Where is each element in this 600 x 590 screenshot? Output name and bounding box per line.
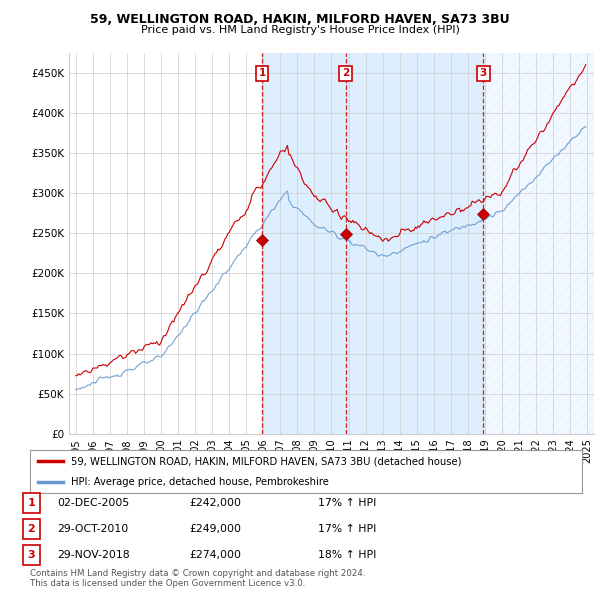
Text: £274,000: £274,000: [189, 550, 241, 560]
Text: £242,000: £242,000: [189, 499, 241, 508]
Text: Contains HM Land Registry data © Crown copyright and database right 2024.
This d: Contains HM Land Registry data © Crown c…: [30, 569, 365, 588]
Text: Price paid vs. HM Land Registry's House Price Index (HPI): Price paid vs. HM Land Registry's House …: [140, 25, 460, 35]
Text: £249,000: £249,000: [189, 525, 241, 534]
Text: 59, WELLINGTON ROAD, HAKIN, MILFORD HAVEN, SA73 3BU: 59, WELLINGTON ROAD, HAKIN, MILFORD HAVE…: [90, 13, 510, 26]
Text: 1: 1: [28, 499, 35, 508]
Bar: [484, 53, 594, 434]
Text: 3: 3: [28, 550, 35, 560]
Text: 29-NOV-2018: 29-NOV-2018: [57, 550, 130, 560]
Text: 18% ↑ HPI: 18% ↑ HPI: [318, 550, 376, 560]
Text: 17% ↑ HPI: 17% ↑ HPI: [318, 499, 376, 508]
Text: 29-OCT-2010: 29-OCT-2010: [57, 525, 128, 534]
Text: 17% ↑ HPI: 17% ↑ HPI: [318, 525, 376, 534]
Text: 1: 1: [259, 68, 266, 78]
Text: HPI: Average price, detached house, Pembrokeshire: HPI: Average price, detached house, Pemb…: [71, 477, 329, 487]
Text: 2: 2: [342, 68, 349, 78]
Bar: [346, 53, 484, 434]
Text: 59, WELLINGTON ROAD, HAKIN, MILFORD HAVEN, SA73 3BU (detached house): 59, WELLINGTON ROAD, HAKIN, MILFORD HAVE…: [71, 456, 462, 466]
Text: 3: 3: [480, 68, 487, 78]
Text: 02-DEC-2005: 02-DEC-2005: [57, 499, 129, 508]
Text: 2: 2: [28, 525, 35, 534]
Bar: [262, 53, 346, 434]
